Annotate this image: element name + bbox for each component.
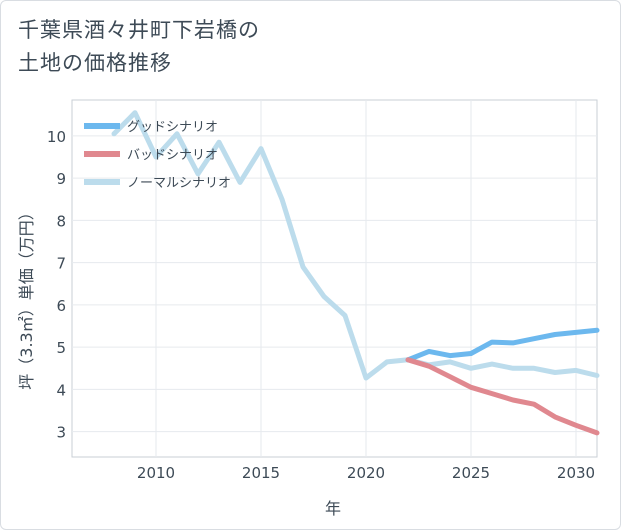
x-tick-label: 2015 — [242, 464, 280, 482]
chart-title-line-2: 土地の価格推移 — [18, 51, 172, 75]
y-tick-label: 8 — [56, 212, 66, 230]
legend-label: ノーマルシナリオ — [127, 176, 231, 191]
chart-title: 千葉県酒々井町下岩橋の 土地の価格推移 — [18, 14, 260, 80]
series-lines — [111, 110, 600, 436]
y-axis-ticks: 3 4 5 6 7 8 9 10 — [47, 128, 66, 442]
series-line-2 — [405, 357, 600, 436]
series-line-1 — [405, 327, 600, 363]
x-tick-label: 2010 — [137, 464, 175, 482]
y-tick-label: 10 — [47, 128, 66, 146]
y-tick-label: 9 — [56, 170, 66, 188]
legend-label: バッドシナリオ — [127, 148, 218, 163]
y-tick-label: 7 — [56, 255, 66, 273]
series-line-3 — [111, 110, 600, 381]
y-axis-label: 坪（3.3㎡）単価（万円） — [17, 204, 36, 389]
x-axis-label: 年 — [325, 499, 341, 518]
x-tick-label: 2030 — [557, 464, 595, 482]
y-tick-label: 5 — [56, 339, 66, 357]
x-tick-label: 2025 — [452, 464, 490, 482]
y-tick-label: 3 — [56, 424, 66, 442]
x-axis-ticks: 2010 2015 2020 2025 2030 — [137, 464, 595, 482]
legend-label: グッドシナリオ — [127, 120, 218, 135]
y-tick-label: 4 — [56, 381, 66, 399]
x-tick-label: 2020 — [347, 464, 385, 482]
chart-title-line-1: 千葉県酒々井町下岩橋の — [18, 18, 260, 42]
y-tick-label: 6 — [56, 297, 66, 315]
